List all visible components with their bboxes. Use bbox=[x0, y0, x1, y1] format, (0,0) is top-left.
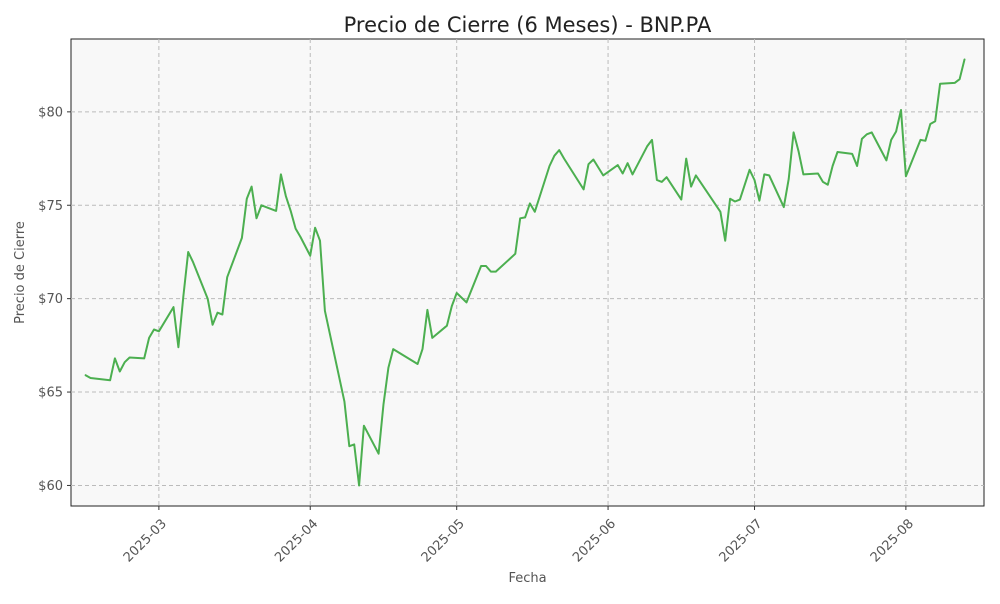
chart-title: Precio de Cierre (6 Meses) - BNP.PA bbox=[344, 13, 712, 37]
series-layer bbox=[84, 58, 966, 487]
grid bbox=[71, 39, 984, 506]
x-axis-label: Fecha bbox=[508, 571, 546, 586]
y-tick-label: $75 bbox=[38, 199, 63, 214]
plot-area bbox=[70, 38, 985, 507]
y-tick-label: $70 bbox=[38, 292, 63, 307]
y-tick-label: $65 bbox=[38, 386, 63, 401]
y-tick-label: $80 bbox=[38, 105, 63, 120]
y-axis-label: Precio de Cierre bbox=[13, 221, 28, 324]
y-tick-label: $60 bbox=[38, 479, 63, 494]
price-line bbox=[84, 58, 966, 487]
